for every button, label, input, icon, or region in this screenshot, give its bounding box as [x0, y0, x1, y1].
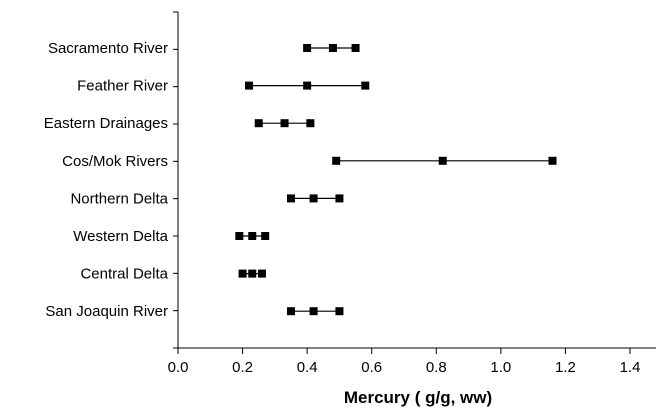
data-point [287, 194, 295, 203]
category-row: Eastern Drainages [44, 115, 315, 132]
category-label: Eastern Drainages [44, 115, 168, 132]
category-label: Northern Delta [70, 190, 168, 207]
data-point [332, 156, 341, 165]
axes: 0.0 0.2 0.4 0.6 0.8 1.0 1.2 1.4 [168, 11, 656, 376]
category-row: Western Delta [73, 228, 270, 245]
data-point [261, 232, 270, 240]
category-label: Cos/Mok Rivers [62, 153, 168, 170]
data-point [235, 232, 244, 240]
data-point [328, 44, 337, 52]
category-rows: Sacramento River Feather River Eastern Dra… [44, 40, 557, 320]
category-row: Northern Delta [70, 190, 344, 207]
x-axis-title: Mercury ( g/g, ww) [344, 388, 492, 407]
x-tick-label: 0.8 [426, 359, 447, 376]
category-label: Central Delta [80, 266, 168, 283]
x-tick-label: 0.0 [168, 359, 189, 376]
category-row: Central Delta [80, 266, 266, 283]
data-point [438, 156, 447, 165]
category-label: Feather River [77, 78, 168, 95]
data-point [254, 119, 263, 128]
data-point [548, 156, 557, 165]
x-tick-label: 0.6 [361, 359, 382, 376]
data-point [238, 269, 247, 278]
category-label: Sacramento River [48, 40, 168, 57]
category-row: Cos/Mok Rivers [62, 153, 557, 170]
category-label: San Joaquin River [45, 303, 168, 320]
data-point [248, 232, 257, 240]
data-point [303, 81, 312, 90]
data-point [309, 194, 318, 203]
data-point [287, 307, 295, 316]
category-row: Sacramento River [48, 40, 360, 57]
x-tick-label: 0.2 [232, 359, 253, 376]
category-label: Western Delta [73, 228, 168, 245]
x-tick-label: 0.4 [297, 359, 318, 376]
data-point [306, 119, 315, 128]
category-row: San Joaquin River [45, 303, 344, 320]
data-point [303, 44, 312, 52]
data-point [245, 81, 254, 90]
x-tick-label: 1.0 [490, 359, 511, 376]
data-point [257, 269, 266, 278]
data-point [335, 307, 344, 316]
x-tick-label: 1.4 [620, 359, 641, 376]
category-row: Feather River [77, 78, 370, 95]
data-point [351, 44, 360, 52]
x-tick-label: 1.2 [555, 359, 576, 376]
data-point [309, 307, 318, 316]
data-point [335, 194, 344, 203]
data-point [361, 81, 370, 90]
data-point [248, 269, 257, 278]
data-point [280, 119, 289, 128]
